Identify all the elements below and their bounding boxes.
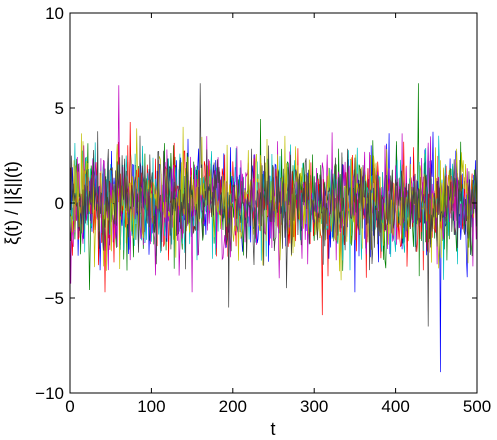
x-tick-label: 100: [137, 397, 165, 416]
x-tick-label: 0: [65, 397, 74, 416]
y-tick-label: −5: [45, 289, 64, 308]
x-axis-label: t: [270, 419, 275, 439]
y-tick-label: 10: [45, 4, 64, 23]
series-line: [69, 83, 478, 327]
tick-layer: 0 100 200 300 400 500 −10 −5 0 5 10: [35, 4, 491, 416]
series-layer: [69, 83, 478, 373]
x-tick-label: 400: [381, 397, 409, 416]
y-tick-label: −10: [35, 384, 64, 403]
x-tick-label: 300: [300, 397, 328, 416]
x-tick-label: 500: [463, 397, 491, 416]
y-axis-label: ξ(t) / ||ξ||(t): [2, 161, 22, 245]
y-tick-label: 0: [55, 194, 64, 213]
x-tick-label: 200: [219, 397, 247, 416]
y-tick-label: 5: [55, 99, 64, 118]
